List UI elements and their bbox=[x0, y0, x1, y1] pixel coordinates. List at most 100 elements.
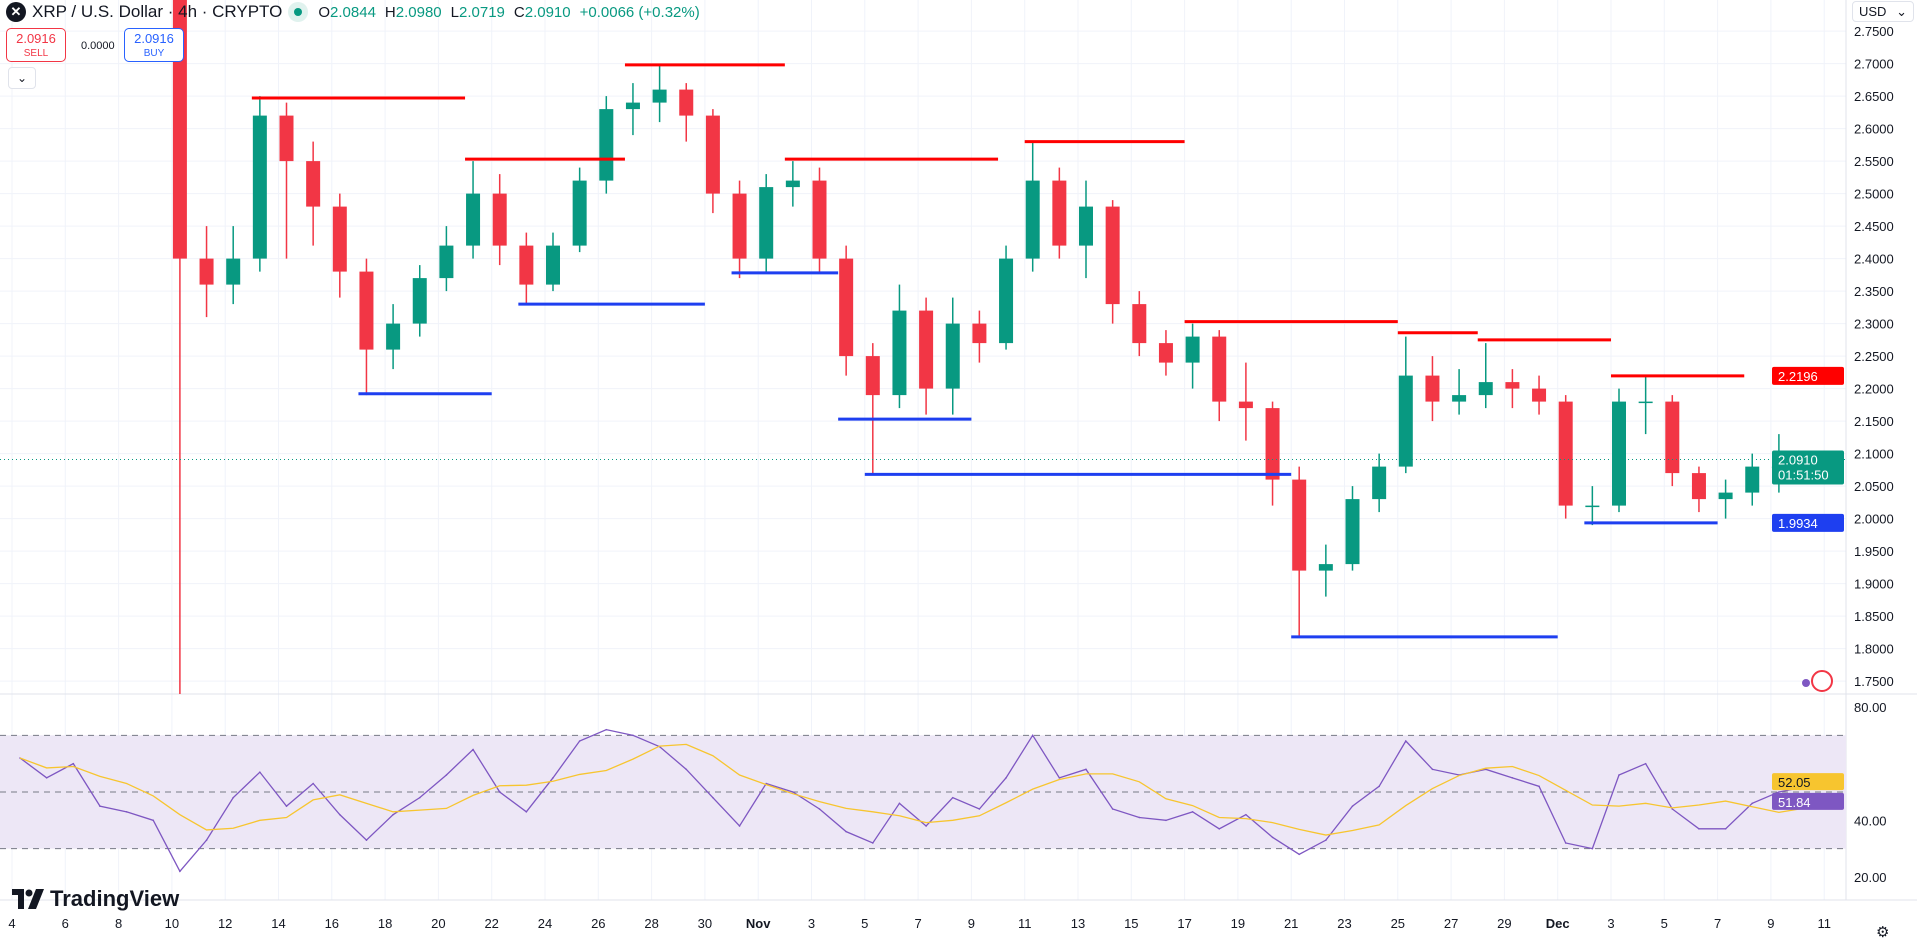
price-tick-label: 2.2000 bbox=[1854, 382, 1894, 397]
rsi-point bbox=[978, 808, 981, 810]
rsi-point bbox=[1298, 853, 1300, 856]
last-price-label: 2.0910 bbox=[1778, 452, 1818, 467]
rsi-point bbox=[1618, 774, 1620, 776]
rsi-point bbox=[738, 825, 741, 827]
resistance-price-label: 2.2196 bbox=[1778, 369, 1818, 384]
rsi-point bbox=[818, 808, 821, 810]
time-tick-label: 5 bbox=[1661, 916, 1668, 931]
price-tick-label: 2.7000 bbox=[1854, 57, 1894, 72]
countdown-label: 01:51:50 bbox=[1778, 467, 1829, 482]
rsi-point bbox=[1005, 777, 1007, 779]
sell-button[interactable]: 2.0916 SELL bbox=[6, 28, 66, 62]
price-pane bbox=[172, 0, 1813, 694]
candle-body bbox=[332, 206, 347, 272]
collapse-chevron-button[interactable]: ⌄ bbox=[8, 67, 36, 89]
candle-body bbox=[1265, 408, 1280, 480]
rsi-pane bbox=[0, 728, 1846, 873]
event-marker-icon bbox=[1802, 679, 1810, 687]
time-tick-label: 18 bbox=[378, 916, 392, 931]
rsi-point bbox=[1698, 828, 1700, 830]
candle-body bbox=[839, 258, 854, 357]
currency-label: USD bbox=[1859, 4, 1887, 19]
rsi-point bbox=[1245, 813, 1247, 816]
rsi-point bbox=[578, 740, 581, 742]
time-tick-label: 12 bbox=[218, 916, 232, 931]
buy-label: BUY bbox=[143, 48, 165, 59]
price-tick-label: 2.0500 bbox=[1854, 479, 1894, 494]
price-tick-label: 2.4500 bbox=[1854, 219, 1894, 234]
price-tick-label: 2.3000 bbox=[1854, 317, 1894, 332]
candle-body bbox=[1318, 564, 1333, 571]
rsi-point bbox=[1564, 842, 1567, 844]
time-tick-label: 20 bbox=[431, 916, 445, 931]
rsi-point bbox=[339, 813, 341, 816]
price-tick-label: 2.6500 bbox=[1854, 89, 1894, 104]
rsi-point bbox=[365, 839, 368, 841]
time-tick-label: 9 bbox=[968, 916, 975, 931]
time-tick-label: 16 bbox=[325, 916, 339, 931]
rsi-point bbox=[1644, 762, 1647, 765]
candle-body bbox=[679, 89, 694, 116]
time-tick-label: 9 bbox=[1767, 916, 1774, 931]
time-tick-label: 17 bbox=[1177, 916, 1191, 931]
time-tick-label: 29 bbox=[1497, 916, 1511, 931]
rsi-point bbox=[1218, 828, 1221, 830]
price-tick-label: 1.8000 bbox=[1854, 642, 1894, 657]
candle-body bbox=[785, 180, 800, 188]
time-tick-label: 22 bbox=[484, 916, 498, 931]
currency-dropdown[interactable]: USD ⌄ bbox=[1852, 1, 1914, 22]
candle-body bbox=[1745, 466, 1760, 493]
high-value: 2.0980 bbox=[395, 3, 442, 21]
time-tick-label: 25 bbox=[1391, 916, 1405, 931]
open-value: 2.0844 bbox=[330, 3, 376, 21]
candle-body bbox=[599, 109, 614, 181]
rsi-point bbox=[392, 813, 394, 816]
price-tick-label: 2.5500 bbox=[1854, 154, 1894, 169]
rsi-point bbox=[418, 796, 421, 799]
price-tick-label: 1.9500 bbox=[1854, 544, 1894, 559]
time-tick-label: 15 bbox=[1124, 916, 1138, 931]
rsi-band bbox=[0, 735, 1846, 849]
candle-body bbox=[999, 258, 1014, 344]
candle-body bbox=[252, 115, 267, 259]
rsi-point bbox=[179, 870, 181, 873]
candle-body bbox=[1425, 375, 1440, 402]
candle-body bbox=[759, 187, 774, 259]
settings-gear-icon[interactable]: ⚙ bbox=[1876, 924, 1890, 941]
rsi-point bbox=[1538, 785, 1540, 788]
rsi-ma-value: 52.05 bbox=[1778, 775, 1811, 790]
market-open-dot-icon bbox=[288, 2, 309, 22]
candle-body bbox=[625, 102, 640, 110]
time-tick-label: Nov bbox=[746, 916, 771, 931]
symbol-header: ✕ XRP / U.S. Dollar · 4h · CRYPTO O2.084… bbox=[6, 2, 700, 22]
rsi-point bbox=[205, 839, 208, 841]
rsi-point bbox=[1405, 740, 1407, 742]
candle-body bbox=[1079, 206, 1093, 246]
candle-body bbox=[1292, 479, 1307, 571]
rsi-ma-value-bg bbox=[1772, 773, 1844, 791]
candle-body bbox=[892, 310, 907, 396]
price-tick-label: 2.3500 bbox=[1854, 284, 1894, 299]
candle-body bbox=[1238, 401, 1253, 409]
candle-body bbox=[1158, 343, 1173, 363]
rsi-point bbox=[845, 830, 847, 833]
candle-body bbox=[732, 193, 747, 259]
rsi-point bbox=[1058, 777, 1061, 779]
candle-body bbox=[306, 161, 321, 207]
candle-body bbox=[1558, 401, 1573, 506]
buy-button[interactable]: 2.0916 BUY bbox=[124, 28, 184, 62]
time-tick-label: 5 bbox=[861, 916, 868, 931]
sell-label: SELL bbox=[23, 48, 49, 59]
rsi-point bbox=[792, 791, 794, 793]
price-tick-label: 2.7500 bbox=[1854, 24, 1894, 39]
rsi-point bbox=[1351, 805, 1354, 807]
candle-body bbox=[386, 323, 401, 350]
symbol-title[interactable]: XRP / U.S. Dollar · 4h · CRYPTO bbox=[32, 2, 283, 21]
rsi-point bbox=[1085, 768, 1087, 771]
time-tick-label: 21 bbox=[1284, 916, 1298, 931]
tradingview-logo[interactable]: TradingView bbox=[12, 886, 179, 912]
close-value: 2.0910 bbox=[524, 3, 571, 21]
candle-body bbox=[865, 356, 880, 396]
time-tick-label: 28 bbox=[644, 916, 658, 931]
